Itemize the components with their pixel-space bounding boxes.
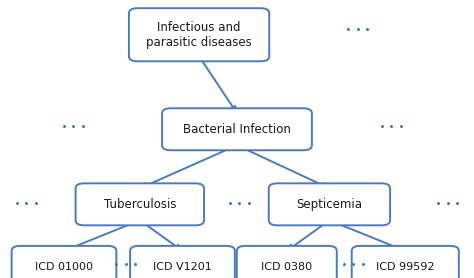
FancyBboxPatch shape: [130, 246, 235, 278]
FancyBboxPatch shape: [75, 183, 204, 225]
Text: ICD 01000: ICD 01000: [35, 262, 93, 272]
Text: ICD V1201: ICD V1201: [153, 262, 212, 272]
Text: Tuberculosis: Tuberculosis: [104, 198, 176, 211]
Text: ICD 0380: ICD 0380: [261, 262, 312, 272]
FancyBboxPatch shape: [129, 8, 269, 61]
Text: ICD 99592: ICD 99592: [376, 262, 435, 272]
FancyBboxPatch shape: [352, 246, 459, 278]
Text: Bacterial Infection: Bacterial Infection: [183, 123, 291, 136]
Text: Septicemia: Septicemia: [296, 198, 363, 211]
FancyBboxPatch shape: [269, 183, 390, 225]
FancyBboxPatch shape: [237, 246, 337, 278]
FancyBboxPatch shape: [12, 246, 117, 278]
FancyBboxPatch shape: [162, 108, 312, 150]
Text: Infectious and
parasitic diseases: Infectious and parasitic diseases: [146, 21, 252, 49]
